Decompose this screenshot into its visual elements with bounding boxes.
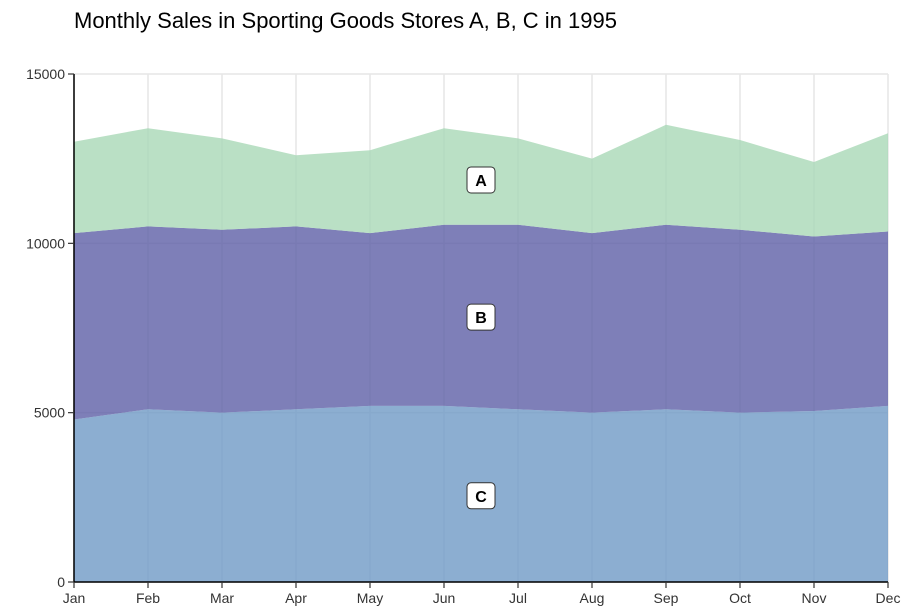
series-label-c: C	[466, 482, 496, 510]
axis-layer: 0 5000 10000 15000 Jan Feb Mar Apr May Jun Jul Aug S…	[26, 66, 900, 606]
series-label-text: B	[475, 310, 487, 327]
x-tick-label: Jun	[433, 590, 456, 606]
x-tick-label: Dec	[876, 590, 901, 606]
area-layer	[74, 124, 888, 582]
x-tick-label: Sep	[654, 590, 679, 606]
series-label-layer: C B A	[466, 166, 496, 510]
x-tick-label: Jan	[63, 590, 86, 606]
y-tick-label: 5000	[34, 405, 65, 421]
series-label-a: A	[466, 166, 496, 194]
series-label-b: B	[466, 303, 496, 331]
chart-title: Monthly Sales in Sporting Goods Stores A…	[74, 8, 617, 33]
x-tick-label: Nov	[802, 590, 827, 606]
x-tick-label: Mar	[210, 590, 234, 606]
x-tick-label: Apr	[285, 590, 307, 606]
y-tick-label: 0	[57, 574, 65, 590]
x-tick-label: Aug	[580, 590, 605, 606]
x-tick-label: May	[357, 590, 383, 606]
series-label-text: A	[475, 173, 487, 190]
x-tick-label: Jul	[509, 590, 527, 606]
y-tick-label: 10000	[26, 235, 65, 251]
series-label-box	[466, 303, 496, 331]
series-label-box	[466, 482, 496, 510]
x-tick-label: Oct	[729, 590, 751, 606]
series-label-text: C	[475, 489, 487, 506]
x-tick-label: Feb	[136, 590, 160, 606]
y-tick-label: 15000	[26, 66, 65, 82]
series-label-box	[466, 166, 496, 194]
